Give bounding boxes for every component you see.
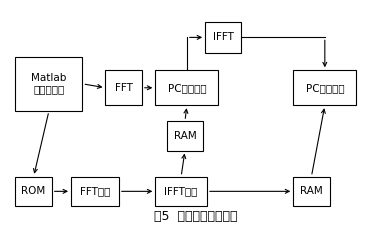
FancyBboxPatch shape	[15, 57, 83, 111]
Text: RAM: RAM	[174, 131, 196, 141]
FancyBboxPatch shape	[293, 177, 330, 206]
Text: FFT: FFT	[115, 83, 133, 93]
FancyBboxPatch shape	[155, 177, 207, 206]
Text: PC数据分析: PC数据分析	[168, 83, 206, 93]
FancyBboxPatch shape	[15, 177, 52, 206]
Text: PC数据分析: PC数据分析	[305, 83, 344, 93]
Text: ROM: ROM	[22, 186, 46, 196]
FancyBboxPatch shape	[293, 70, 357, 105]
FancyBboxPatch shape	[155, 70, 219, 105]
Text: 图5  性能分析测试结构: 图5 性能分析测试结构	[154, 210, 237, 223]
Text: Matlab
产生随机数: Matlab 产生随机数	[31, 73, 66, 95]
Text: RAM: RAM	[300, 186, 323, 196]
Text: IFFT: IFFT	[213, 32, 234, 43]
FancyBboxPatch shape	[167, 121, 203, 151]
FancyBboxPatch shape	[106, 70, 142, 105]
Text: FFT模块: FFT模块	[80, 186, 110, 196]
FancyBboxPatch shape	[205, 21, 242, 53]
FancyBboxPatch shape	[71, 177, 119, 206]
Text: IFFT模块: IFFT模块	[165, 186, 198, 196]
